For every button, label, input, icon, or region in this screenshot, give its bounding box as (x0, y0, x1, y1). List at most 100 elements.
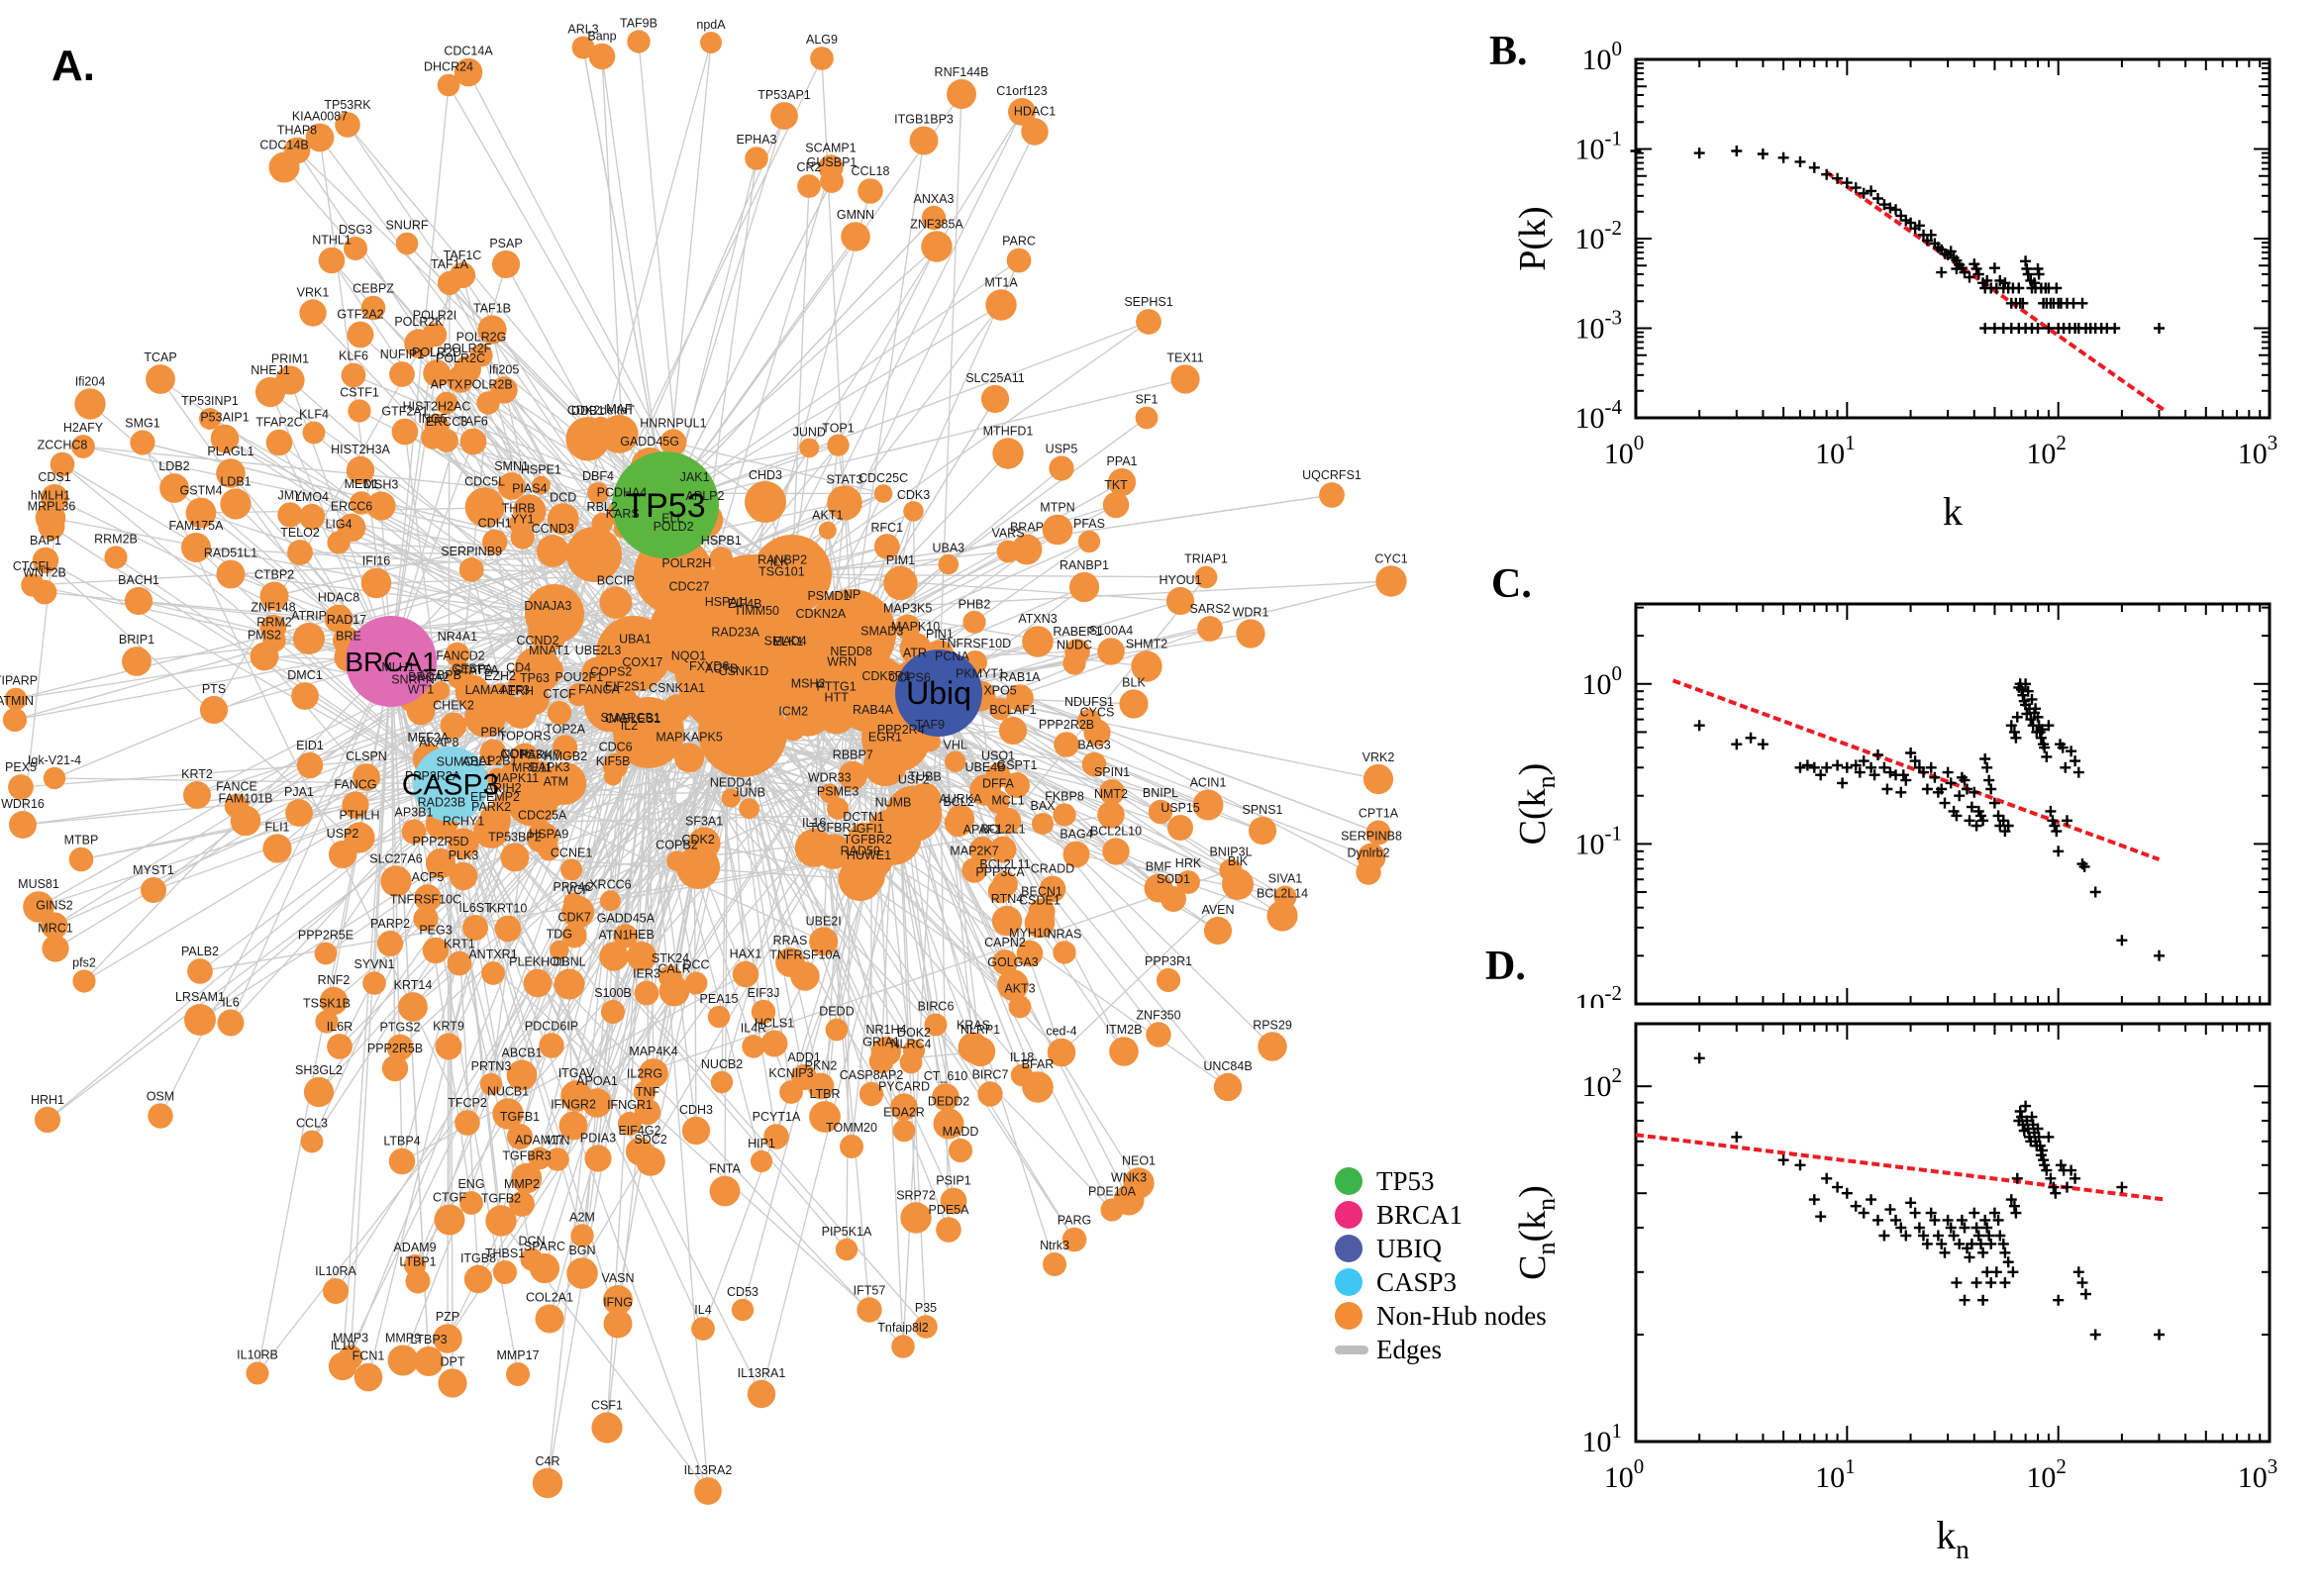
network-node-label: KRT14 (394, 978, 433, 992)
network-node (327, 1034, 353, 1059)
network-node (1107, 467, 1137, 497)
network-node-label: VASN (601, 1271, 634, 1285)
network-node (259, 581, 289, 611)
network-node (1236, 619, 1265, 648)
hub-node-tp53 (612, 451, 719, 558)
network-node-label: BAP1 (30, 534, 61, 548)
network-node (1356, 859, 1381, 885)
network-node (550, 940, 569, 960)
network-node-label: MTHFD1 (983, 424, 1034, 438)
network-node (529, 1252, 560, 1284)
network-node-label: XRCC6 (589, 877, 631, 891)
network-node (1161, 886, 1186, 912)
network-node-label: GOLGA3 (987, 955, 1038, 969)
plot-frame (1634, 1022, 2272, 1444)
network-node-label: KIAA0087 (292, 110, 348, 124)
legend-node-swatch (1335, 1302, 1363, 1330)
network-node-label: ACIN1 (1190, 776, 1227, 790)
network-node-label: GUSBP1 (807, 155, 858, 169)
network-node-label: ERCC6 (331, 500, 372, 514)
network-node-label: Ifi205 (489, 362, 520, 376)
network-node (873, 534, 900, 559)
network-node (731, 1298, 755, 1322)
network-node-label: CD53 (727, 1285, 758, 1299)
network-node-label: PSIP1 (936, 1174, 970, 1188)
hub-node-brca1 (346, 616, 437, 707)
network-node (303, 1076, 335, 1108)
network-node-label: POLR2F (444, 342, 492, 355)
network-node-label: TNFRSF10C (390, 892, 461, 906)
network-node-label: PIM1 (886, 553, 915, 567)
network-node (546, 1147, 569, 1171)
network-node (148, 1103, 173, 1129)
network-node-label: NLRP1 (960, 1023, 1000, 1037)
network-node (422, 937, 450, 964)
network-node-label: IL10RB (237, 1348, 278, 1362)
network-node-label: IL4R (741, 1021, 766, 1035)
x-axis-title: k (1943, 489, 1963, 534)
network-node (992, 438, 1024, 469)
network-node-label: OSM (147, 1089, 174, 1103)
network-node-label: RAD17 (327, 613, 366, 627)
network-node-label: JUNB (733, 785, 765, 799)
network-node (634, 980, 659, 1006)
legend-item-edges: Edges (1335, 1333, 1547, 1366)
network-node (989, 836, 1017, 863)
network-node-label: ELK1 (773, 635, 804, 648)
network-node (707, 1005, 731, 1029)
network-node-label: USP2 (327, 827, 359, 841)
x-tick-label: 103 (2238, 431, 2278, 470)
network-node-label: Dynlrb2 (1347, 846, 1389, 859)
network-node-label: MSH3 (364, 477, 399, 491)
network-node (302, 421, 326, 445)
network-node-label: TOMM20 (826, 1121, 877, 1135)
y-axis-title: Cn(kn) (1512, 1185, 1561, 1280)
network-node-label: UBA3 (932, 542, 964, 555)
network-node-label: TNF (636, 1085, 660, 1099)
network-node (532, 1467, 563, 1499)
network-node (1021, 118, 1049, 146)
network-node (827, 485, 862, 521)
network-node-label: PYCARD (878, 1079, 930, 1093)
network-node (558, 1111, 588, 1141)
network-node-label: MLH1 (381, 660, 414, 674)
network-node-label: NR1H4 (866, 1023, 907, 1037)
network-node-label: TRIAP1 (1184, 552, 1228, 566)
network-node-label: FCN1 (353, 1349, 385, 1363)
network-node (1047, 1038, 1076, 1067)
network-node-label: TAF1A (431, 257, 469, 271)
network-node-label: BGN (568, 1244, 595, 1257)
network-node-label: BNIPL (1143, 786, 1178, 800)
network-node (104, 546, 128, 569)
network-node (835, 1238, 858, 1261)
network-node-label: ACP5 (412, 870, 445, 884)
network-node (582, 1088, 612, 1118)
network-node (797, 174, 821, 198)
x-tick-label: 100 (1604, 431, 1645, 470)
network-node (1192, 789, 1224, 821)
network-node (462, 915, 488, 941)
network-node (43, 766, 66, 790)
power-law-fit-line (1671, 678, 2161, 861)
network-node-label: SCAMP1 (805, 141, 856, 154)
network-node (732, 960, 759, 988)
network-node (666, 850, 687, 871)
network-node-label: TAF1C (444, 249, 482, 262)
network-node-label: VCP (565, 883, 591, 897)
network-node (760, 1030, 788, 1057)
network-node-label: MRC1 (38, 921, 72, 935)
network-node (1165, 586, 1195, 616)
network-node-label: STK24 (652, 951, 689, 965)
network-node-label: DCC (682, 958, 709, 972)
network-node-label: COPS6 (888, 671, 930, 685)
network-node (998, 716, 1028, 746)
network-node (476, 391, 500, 415)
network-node (810, 47, 834, 70)
network-node (391, 418, 419, 446)
network-node (622, 645, 649, 670)
network-node (534, 773, 565, 805)
network-node-label: RRAS (773, 934, 808, 948)
network-node (603, 1285, 633, 1315)
network-node-label: MAP4K4 (629, 1045, 677, 1058)
network-node-label: CDH1 (478, 517, 512, 531)
